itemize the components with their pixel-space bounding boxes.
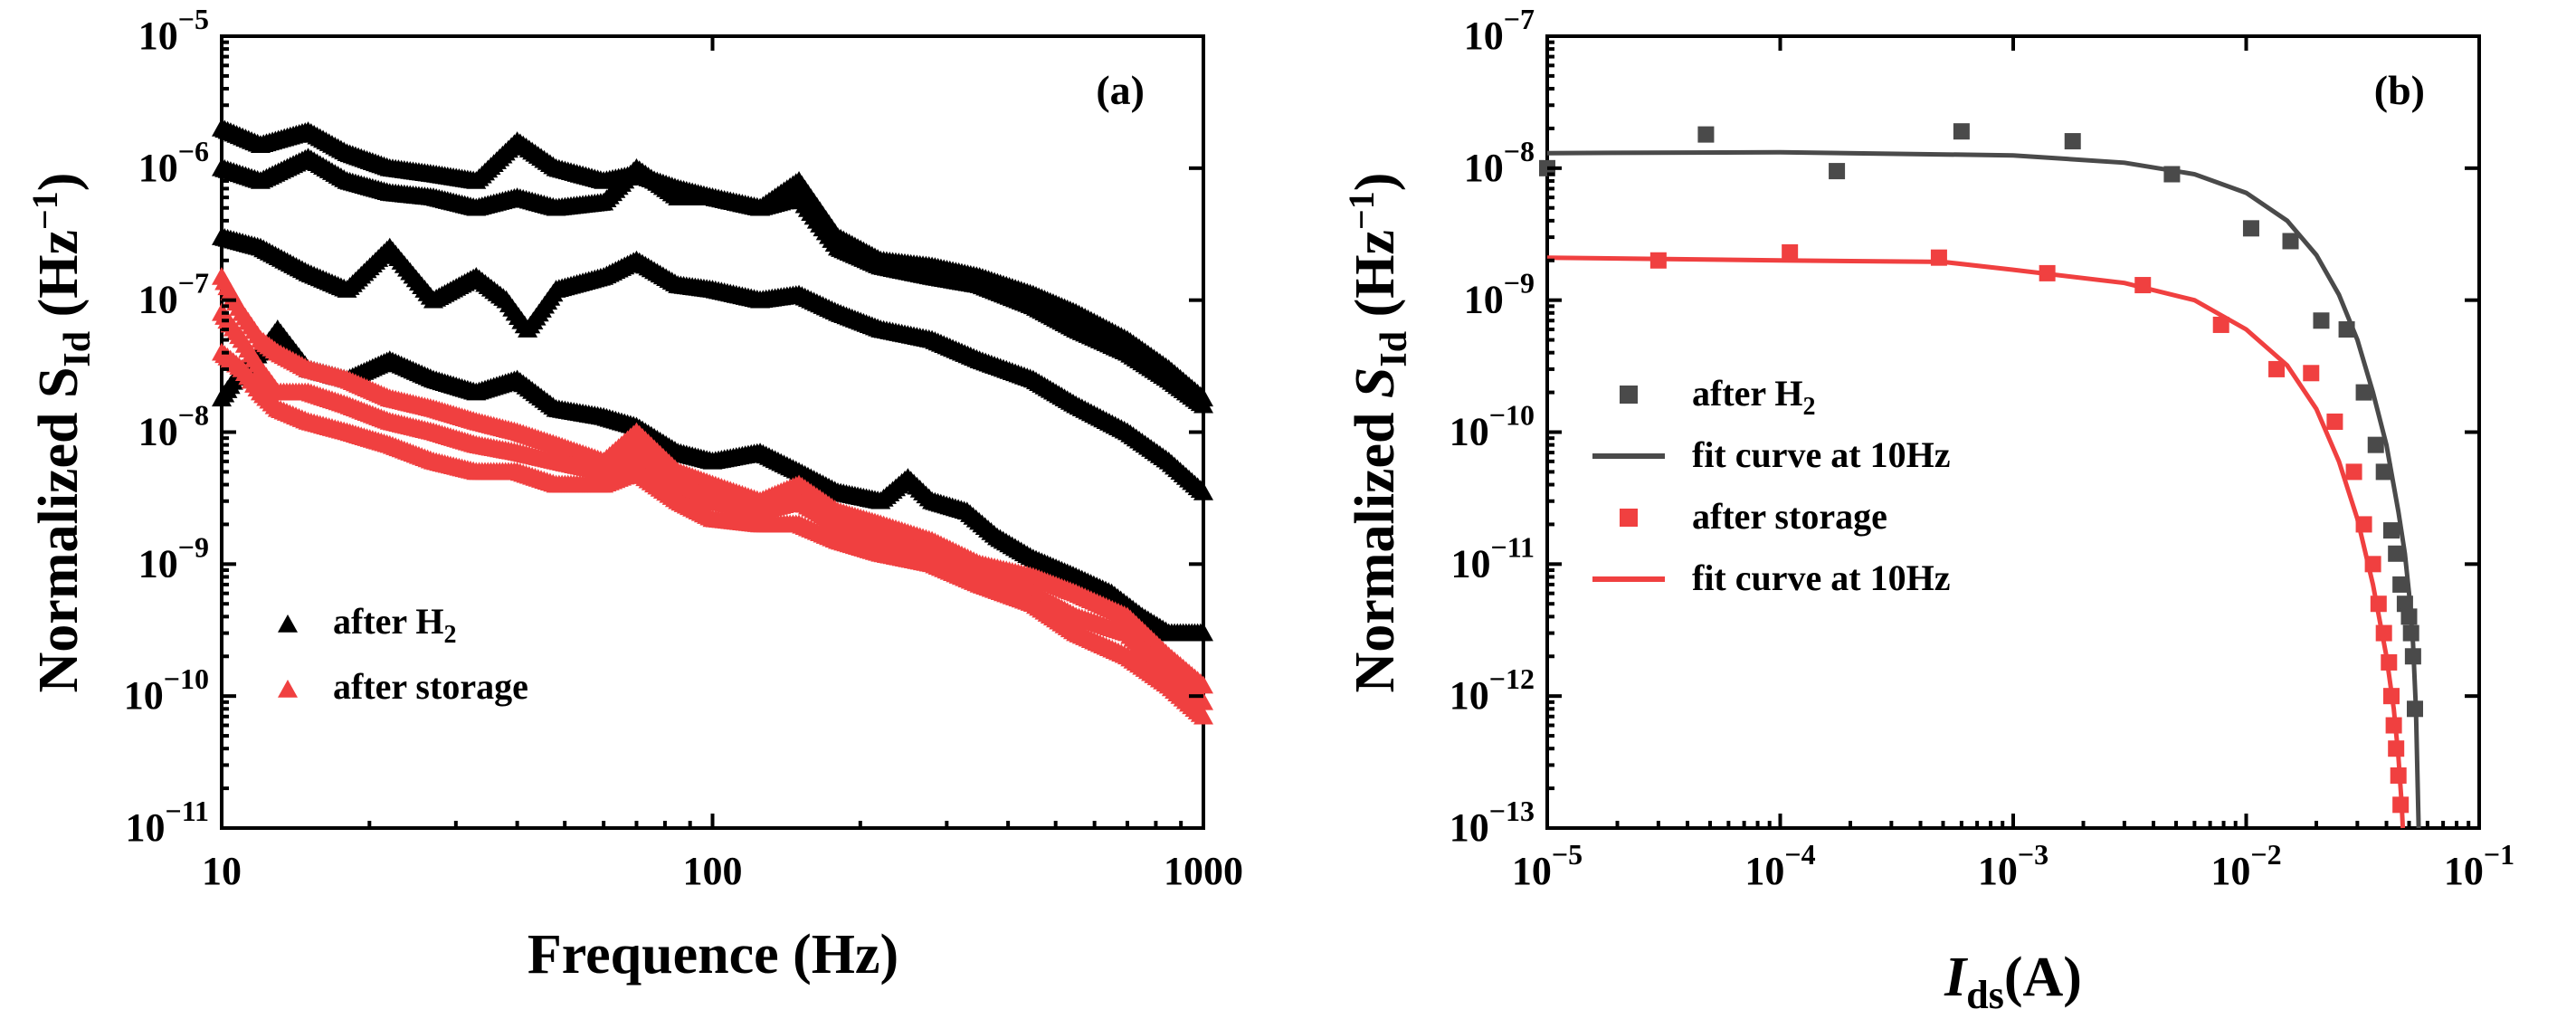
x-tick-label: 10 bbox=[202, 849, 242, 893]
legend-label: after H2 bbox=[1692, 373, 1816, 421]
x-tick-label: 10−5 bbox=[1512, 838, 1583, 893]
data-point bbox=[2064, 133, 2081, 150]
legend-item: after storage bbox=[278, 666, 528, 707]
data-point bbox=[1697, 126, 1715, 143]
legend-a: after H2 after storage bbox=[278, 601, 528, 707]
legend-label: after storage bbox=[333, 666, 528, 707]
legend-label: fit curve at 10Hz bbox=[1692, 434, 1950, 475]
data-point bbox=[1193, 388, 1213, 407]
x-tick-label: 10−1 bbox=[2444, 838, 2514, 893]
data-point bbox=[2382, 522, 2400, 539]
data-point bbox=[1193, 481, 1213, 500]
series-after-h2--2 bbox=[212, 148, 1213, 407]
legend-b: after H2 fit curve at 10Hz after storage fi… bbox=[1592, 373, 1950, 598]
y-tick-label: 10−13 bbox=[1450, 795, 1535, 850]
legend-marker bbox=[1620, 386, 1638, 404]
panel-a: 10 100 100010−1110−1010−910−810−710−610−5 … bbox=[24, 3, 1243, 986]
y-tick-label: 10−11 bbox=[126, 795, 209, 850]
legend-item: after H2 bbox=[278, 601, 457, 649]
y-tick-label: 10−12 bbox=[1450, 662, 1535, 718]
panel-label-b: (b) bbox=[2374, 67, 2425, 113]
data-point bbox=[2367, 436, 2384, 453]
data-point bbox=[2242, 220, 2259, 237]
x-tick-label: 100 bbox=[683, 849, 743, 893]
data-point bbox=[1193, 623, 1213, 642]
y-tick-label: 10−8 bbox=[1464, 135, 1535, 190]
ticks-a: 10 100 1000 10−11 10−10 10−9 10−8 10−7 10−6 10−5 bbox=[124, 3, 1243, 893]
data-point bbox=[2355, 384, 2372, 401]
legend-marker bbox=[278, 680, 298, 698]
data-point bbox=[1953, 123, 1970, 140]
legend-item: fit curve at 10Hz bbox=[1592, 557, 1950, 598]
data-point bbox=[2212, 316, 2229, 333]
y-tick-label: 10−5 bbox=[138, 3, 209, 58]
fit-line bbox=[1546, 149, 2421, 829]
data-point bbox=[2388, 545, 2405, 562]
series-after-storage--3 bbox=[212, 342, 1213, 725]
x-tick-label: 1000 bbox=[1164, 849, 1243, 893]
legend-item: after storage bbox=[1620, 496, 1887, 537]
x-axis-title-a: Frequence (Hz) bbox=[528, 924, 898, 986]
legend-item: after H2 bbox=[1620, 373, 1816, 421]
panel-label-a: (a) bbox=[1096, 67, 1145, 113]
data-point bbox=[1829, 163, 1846, 180]
y-tick-label: 10−10 bbox=[124, 662, 209, 718]
x-tick-label: 10−3 bbox=[1978, 838, 2048, 893]
data-point bbox=[2313, 312, 2330, 329]
series-after-h2--3 bbox=[212, 227, 1213, 500]
y-tick-label: 10−9 bbox=[1464, 267, 1535, 322]
series-group-a bbox=[212, 118, 1213, 725]
y-tick-label: 10−7 bbox=[138, 267, 209, 322]
fit-line bbox=[1546, 255, 2406, 829]
data-point bbox=[2282, 233, 2299, 250]
data-point bbox=[1193, 706, 1213, 725]
y-axis-title-b: Normalized SId (Hz−1) bbox=[1341, 173, 1415, 693]
y-tick-label: 10−8 bbox=[138, 399, 209, 454]
data-point bbox=[2326, 413, 2343, 430]
ticks-b: 10−5 10−4 10−3 10−2 10−1 10−13 10−12 10−11 10−10… bbox=[1450, 3, 2514, 893]
data-point bbox=[2375, 463, 2392, 481]
y-axis-title-a: Normalized SId (Hz−1) bbox=[24, 173, 99, 693]
y-tick-label: 10−9 bbox=[138, 530, 209, 586]
x-tick-label: 10−2 bbox=[2210, 838, 2281, 893]
legend-label: fit curve at 10Hz bbox=[1692, 557, 1950, 598]
legend-label: after storage bbox=[1692, 496, 1887, 537]
series-fit-h2 bbox=[1546, 149, 2421, 829]
series-after-storage--2 bbox=[212, 302, 1213, 710]
legend-marker bbox=[278, 614, 298, 633]
series-fit-storage bbox=[1546, 255, 2406, 829]
x-axis-title-b: Ids(A) bbox=[1944, 947, 2082, 1017]
y-tick-label: 10−11 bbox=[1451, 530, 1535, 586]
series-after-storage--1 bbox=[212, 266, 1213, 694]
legend-label: after H2 bbox=[333, 601, 457, 649]
data-point bbox=[1782, 243, 1799, 261]
data-point bbox=[2268, 360, 2286, 377]
series-group-b bbox=[1539, 123, 2424, 829]
y-tick-label: 10−6 bbox=[138, 135, 209, 190]
panel-b: 10−5 10−4 10−3 10−2 10−1 10−13 10−12 10−11 10−10… bbox=[1341, 3, 2514, 1017]
y-tick-label: 10−10 bbox=[1450, 399, 1535, 454]
legend-marker bbox=[1620, 509, 1638, 527]
data-point bbox=[2303, 365, 2320, 382]
series-after-h2 bbox=[1539, 123, 2424, 718]
data-point bbox=[2345, 463, 2362, 481]
legend-item: fit curve at 10Hz bbox=[1592, 434, 1950, 475]
y-tick-label: 10−7 bbox=[1464, 3, 1535, 58]
series-after-h2--4 bbox=[212, 319, 1213, 642]
data-point bbox=[2392, 576, 2410, 593]
x-tick-label: 10−4 bbox=[1744, 838, 1815, 893]
